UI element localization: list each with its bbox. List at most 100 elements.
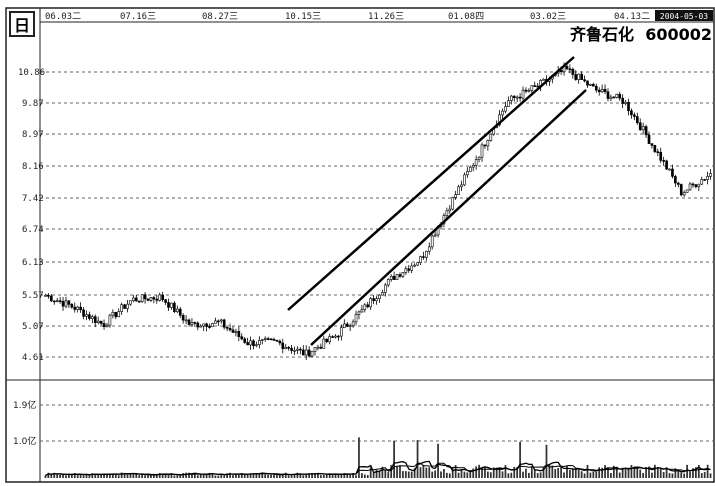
candle-body [404,268,408,273]
candle-body [134,297,138,302]
volume-bar [270,474,272,478]
candle-body [671,168,674,177]
volume-bar [539,472,542,478]
volume-bar [191,474,193,478]
candle-body [527,90,531,92]
volume-bar [589,472,592,478]
volume-bar [651,472,653,478]
volume-bar [147,475,149,478]
candle-body [284,346,288,349]
volume-bar [331,475,334,478]
date-tick: 08.27三 [202,12,238,22]
candle-body [542,78,545,81]
volume-bar [235,473,237,478]
candle-body [389,275,393,280]
candle-body [685,189,689,193]
volume-bar [563,472,565,478]
volume-bar [252,473,255,478]
volume-bar [586,464,589,478]
candle-body [501,110,504,116]
volume-bar [123,472,126,478]
volume-bar [322,474,325,478]
period-badge[interactable]: 日 [14,16,30,35]
volume-bar [390,465,393,478]
volume-bar [451,467,454,478]
date-tick: 11.26三 [368,12,404,22]
candle-body [120,304,123,312]
period-badge-box[interactable] [9,11,35,37]
volume-bar [569,470,571,478]
candle-body [498,114,501,126]
volume-bar [334,473,337,478]
candle-body [252,340,255,347]
candle-body [512,95,516,99]
candle-body [184,319,188,322]
candle-body [425,250,428,258]
volume-bar [211,473,214,478]
candle-body [331,336,334,338]
candle-body [515,96,519,99]
volume-bar [665,467,668,478]
volume-bar [486,471,489,478]
volume-bar [132,474,135,478]
volume-bar [633,466,636,478]
candle-body [471,164,475,168]
candle-body [175,308,179,312]
date-tick: 03.02三 [530,12,566,22]
candle-body [594,85,598,91]
candle-body [67,300,71,305]
candle-body [386,279,390,286]
volume-bar [194,473,196,478]
candle-body [322,338,326,349]
candle-body [263,338,267,340]
volume-bar [361,473,363,478]
volume-bar [709,473,712,478]
volume-bar [533,469,536,478]
volume-bar [407,471,410,478]
volume-bar [492,467,495,478]
volume-bar [226,473,228,478]
candle-body [571,68,575,75]
candle-body [161,294,164,301]
volume-bar [220,473,223,478]
volume-bar [126,473,129,478]
candle-body [363,304,367,310]
volume-bar [182,473,185,478]
volume-bar [352,473,354,478]
candle-body [293,350,296,352]
volume-bar [296,472,299,478]
candle-body [638,122,642,131]
volume-bar [656,467,659,478]
volume-bar [557,468,560,478]
volume-bar [697,464,700,478]
candle-body [313,347,317,352]
candle-body [589,84,592,86]
candle-body [366,304,370,308]
candle-body [524,89,528,92]
volume-bar [410,471,413,478]
candle-body [258,340,261,345]
volume-bar [152,474,155,478]
candle-body [600,88,604,93]
candle-body [228,328,232,331]
candle-body [102,323,106,328]
volume-moving-averages [45,460,711,476]
volume-bar [249,473,252,478]
volume-bar [489,472,492,478]
candle-body [621,97,624,104]
candle-body [627,101,630,112]
candle-body [460,184,463,188]
candle-body [199,325,203,328]
volume-bar [404,471,407,478]
volume-bar [583,473,586,478]
volume-bar [624,468,627,478]
volume-bar [214,475,217,478]
volume-bar [59,474,61,478]
volume-bar [205,474,208,478]
volume-bar [495,467,498,478]
volume-bar [196,475,199,478]
volume-bar [645,466,647,478]
volume-bar [706,464,709,478]
candle-body [682,192,686,196]
